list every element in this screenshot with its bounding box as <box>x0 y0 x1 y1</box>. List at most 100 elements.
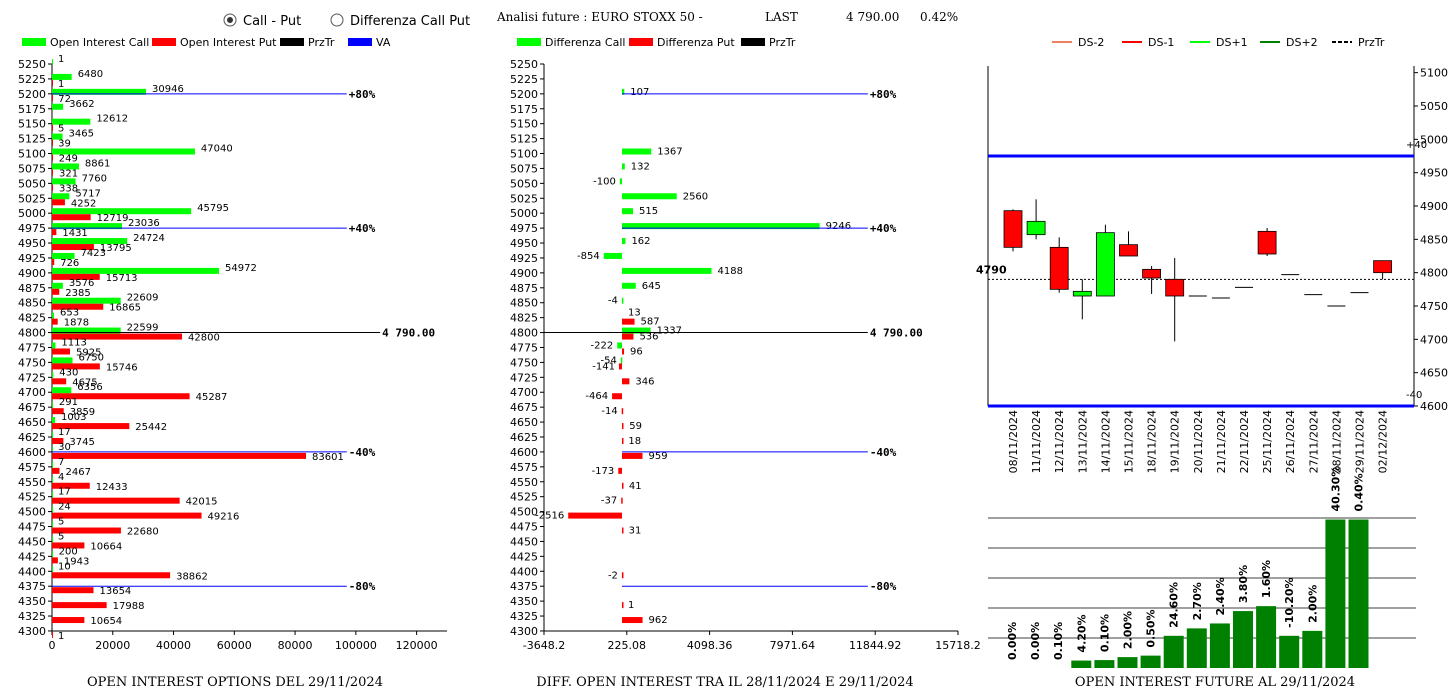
upper-band-label: +40 <box>1406 140 1427 151</box>
bar-diff-put-label: -173 <box>592 466 615 477</box>
y-tick-label: 5200 <box>510 88 538 101</box>
y-tick-label: 5175 <box>510 103 538 116</box>
x-date-label: 25/11/2024 <box>1261 410 1274 473</box>
y-tick-label: 4775 <box>510 341 538 354</box>
future-bar-label: 2.70% <box>1191 582 1204 620</box>
bar-put <box>52 408 64 415</box>
x-date-label: 26/11/2024 <box>1284 410 1297 473</box>
bar-diff-put <box>621 617 643 624</box>
caption-diff: DIFF. OPEN INTEREST TRA IL 28/11/2024 E … <box>536 675 913 689</box>
candle-body <box>1096 232 1115 297</box>
bar-call-label: 1113 <box>61 337 86 348</box>
y-tick-label: 4850 <box>510 297 538 310</box>
y-tick-label: 4375 <box>510 580 538 593</box>
bar-put-label: 42800 <box>188 333 220 344</box>
y-tick-label: 5025 <box>18 192 46 205</box>
future-bar <box>1186 628 1207 668</box>
future-bar <box>1209 623 1230 668</box>
bar-call-label: 7 <box>58 457 64 468</box>
open-interest-future-chart: 0.00% 0.00% 0.10% 4.20% 0.10% 2.00% 0.50% 24.60… <box>988 466 1416 668</box>
bar-call <box>52 238 128 245</box>
bar-diff-put <box>621 527 624 534</box>
bar-put <box>52 348 71 355</box>
bar-call-label: 3465 <box>69 129 94 140</box>
analysis-title: Analisi future : EURO STOXX 50 - <box>496 10 703 24</box>
bar-put-label: 1 <box>58 631 64 642</box>
bar-diff-call <box>621 88 625 95</box>
future-bar-label: 2.00% <box>1122 611 1135 649</box>
y-tick-label: 4450 <box>18 535 46 548</box>
bar-put-label: 10654 <box>90 616 122 627</box>
bar-diff-put <box>621 572 624 579</box>
future-bar-label: 0.10% <box>1052 622 1065 660</box>
x-tick-label: 120000 <box>396 639 438 652</box>
y-tick-label: 4850 <box>1420 233 1448 246</box>
bar-put <box>52 497 180 504</box>
last-label: LAST <box>765 10 798 24</box>
bar-call <box>52 432 53 438</box>
bar-call <box>52 402 53 409</box>
bar-put-label: 16865 <box>109 303 141 314</box>
bar-call-label: 291 <box>59 397 78 408</box>
bar-call-label: 200 <box>59 546 78 557</box>
bar-diff-call <box>621 297 624 304</box>
ref-label: -80% <box>349 580 376 593</box>
bar-put <box>52 258 55 265</box>
future-bar <box>1094 660 1115 668</box>
bar-call <box>52 461 53 468</box>
bar-call-label: 3662 <box>69 99 94 110</box>
radio-call-put[interactable]: Call - Put <box>223 13 301 29</box>
y-tick-label: 4750 <box>1420 300 1448 313</box>
bar-call <box>52 193 70 200</box>
bar-put-label: 726 <box>60 258 79 269</box>
bar-call-label: 45795 <box>197 203 229 214</box>
bar-put <box>52 333 183 340</box>
radio-differenza[interactable]: Differenza Call Put <box>330 13 470 29</box>
radio-call-put-label: Call - Put <box>243 14 301 29</box>
y-tick-label: 4600 <box>1420 400 1448 413</box>
bar-put-label: 249 <box>59 154 78 165</box>
bar-call-label: 4 <box>58 472 64 483</box>
bar-put-label: 25442 <box>135 422 167 433</box>
y-tick-label: 5250 <box>510 58 538 71</box>
bar-put-label: 15713 <box>106 273 138 284</box>
x-tick-label: 60000 <box>217 639 252 652</box>
bar-put <box>52 214 91 221</box>
candle-body <box>1373 260 1392 274</box>
y-tick-label: 4325 <box>18 610 46 623</box>
bar-call <box>52 417 56 424</box>
legend-label: VA <box>376 36 391 49</box>
x-tick-label: 11844.92 <box>849 639 902 652</box>
bar-diff-put <box>621 318 635 325</box>
y-tick-label: 4550 <box>18 476 46 489</box>
candle-body <box>1026 220 1046 236</box>
future-candles-chart: 4600 4650 4700 4750 4800 4850 4900 4950 5000 5050… <box>976 66 1448 473</box>
x-date-label: 19/11/2024 <box>1169 410 1182 473</box>
bar-put <box>52 467 60 474</box>
bar-put-label: 42015 <box>186 497 218 508</box>
y-tick-label: 5150 <box>18 118 46 131</box>
bar-diff-put-label: 96 <box>630 346 643 357</box>
legend-label: Differenza Call <box>545 36 625 49</box>
bar-diff-put <box>621 497 623 504</box>
bar-call <box>52 491 53 498</box>
bar-diff-put <box>621 482 624 489</box>
bar-call-label: 3576 <box>69 278 94 289</box>
future-bar <box>1233 611 1253 668</box>
bar-call-label: 17 <box>58 427 71 438</box>
x-date-label: 27/11/2024 <box>1307 410 1320 473</box>
bar-call <box>52 88 147 95</box>
ref-label: -40% <box>349 446 376 459</box>
bar-diff-call-label: 1367 <box>657 147 682 158</box>
bar-put <box>52 288 60 295</box>
legend-label: DS+2 <box>1286 36 1318 49</box>
x-tick-label: -3648.2 <box>523 639 565 652</box>
bar-call <box>52 208 192 215</box>
future-bar-label: 1.60% <box>1260 560 1273 598</box>
y-tick-label: 5075 <box>510 162 538 175</box>
bar-call <box>52 59 53 65</box>
ref-label: +80% <box>349 88 376 101</box>
bar-call-label: 10 <box>58 561 71 572</box>
x-tick-label: 7971.64 <box>770 639 816 652</box>
legend-swatch <box>348 38 372 46</box>
